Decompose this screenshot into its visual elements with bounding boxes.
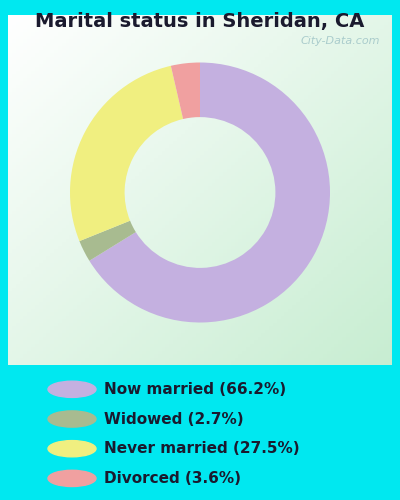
Wedge shape	[80, 220, 136, 261]
Circle shape	[48, 381, 96, 398]
Text: Divorced (3.6%): Divorced (3.6%)	[104, 471, 241, 486]
Wedge shape	[70, 66, 183, 241]
Circle shape	[48, 440, 96, 457]
Text: Widowed (2.7%): Widowed (2.7%)	[104, 412, 244, 426]
Text: Now married (66.2%): Now married (66.2%)	[104, 382, 286, 397]
Text: Marital status in Sheridan, CA: Marital status in Sheridan, CA	[35, 12, 365, 32]
Wedge shape	[171, 62, 200, 119]
Circle shape	[48, 470, 96, 486]
Circle shape	[48, 411, 96, 427]
Wedge shape	[89, 62, 330, 322]
Text: Never married (27.5%): Never married (27.5%)	[104, 441, 300, 456]
Text: City-Data.com: City-Data.com	[301, 36, 380, 46]
